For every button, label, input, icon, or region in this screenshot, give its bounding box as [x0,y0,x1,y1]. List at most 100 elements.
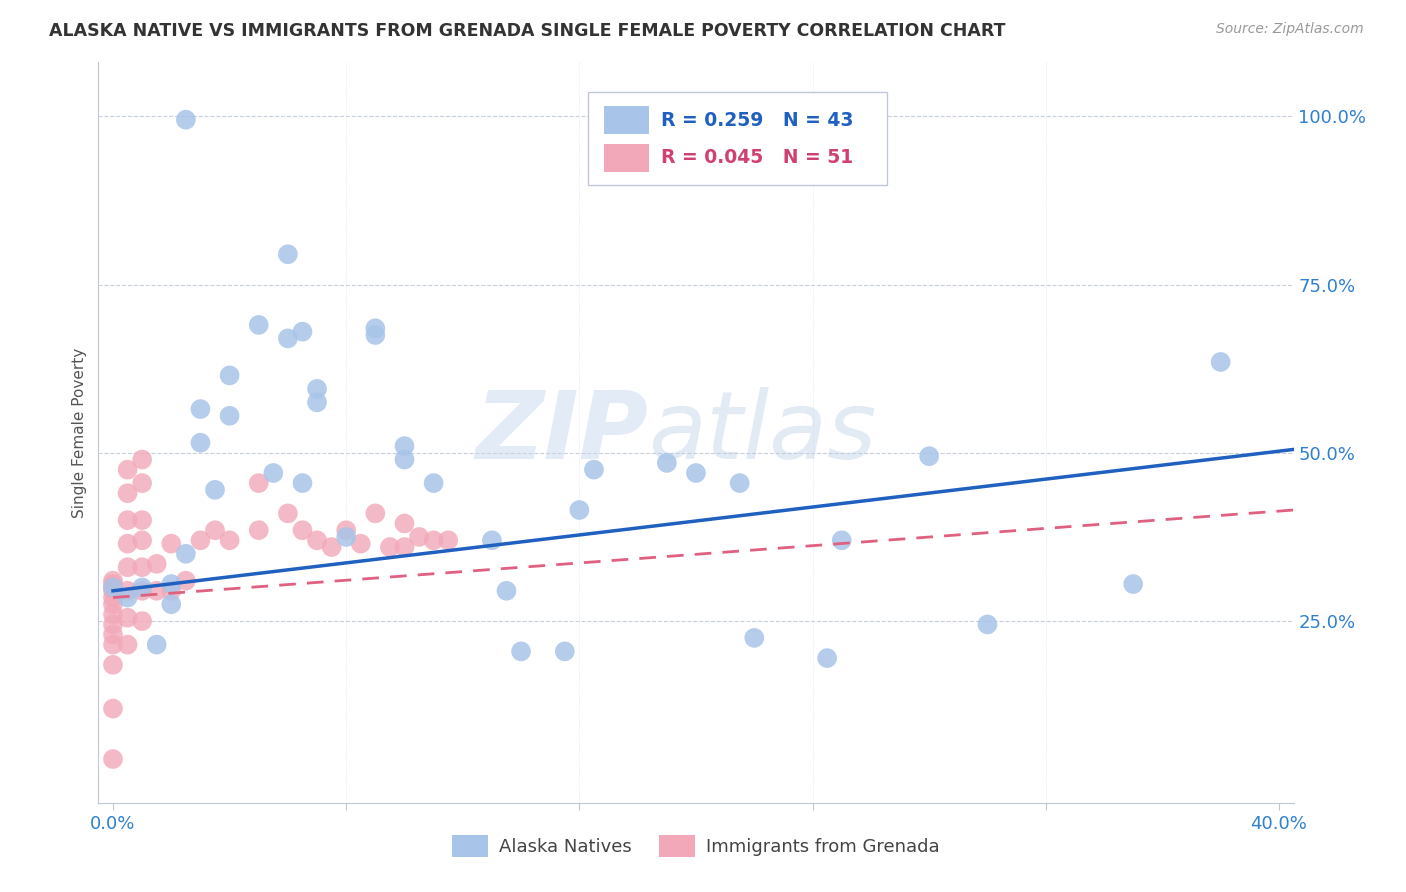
Point [742,631,765,645]
Point [174,574,197,588]
Point [437,533,460,548]
Point [364,321,387,335]
Point [174,547,197,561]
Point [101,752,124,766]
Text: ALASKA NATIVE VS IMMIGRANTS FROM GRENADA SINGLE FEMALE POVERTY CORRELATION CHART: ALASKA NATIVE VS IMMIGRANTS FROM GRENADA… [49,22,1005,40]
Text: Source: ZipAtlas.com: Source: ZipAtlas.com [1216,22,1364,37]
Point [350,536,373,550]
Point [131,476,153,491]
Point [101,591,124,605]
Point [131,452,153,467]
Y-axis label: Single Female Poverty: Single Female Poverty [72,348,87,517]
Point [568,503,591,517]
Point [481,533,503,548]
Point [174,112,197,127]
Point [101,657,124,672]
Point [117,611,139,625]
Point [277,247,299,261]
Point [335,523,357,537]
FancyBboxPatch shape [605,106,650,135]
Point [101,583,124,598]
Point [131,614,153,628]
Point [101,617,124,632]
Point [815,651,838,665]
Point [335,530,357,544]
Point [305,382,328,396]
Point [218,368,240,383]
Point [160,577,183,591]
Point [655,456,678,470]
Point [204,523,226,537]
Point [117,486,139,500]
Point [101,701,124,715]
Point [101,607,124,622]
Text: R = 0.045   N = 51: R = 0.045 N = 51 [661,148,853,168]
Point [247,318,270,332]
Point [305,395,328,409]
Point [976,617,998,632]
Point [1209,355,1232,369]
Point [145,557,167,571]
Point [131,581,153,595]
Point [378,540,401,554]
Point [831,533,853,548]
Point [918,449,941,463]
Point [131,583,153,598]
Point [131,560,153,574]
Point [160,597,183,611]
Point [117,583,139,598]
Point [394,439,416,453]
Point [145,583,167,598]
Point [1122,577,1144,591]
Point [321,540,343,554]
Point [117,638,139,652]
Point [117,513,139,527]
Point [101,627,124,641]
Point [190,533,212,548]
Point [305,533,328,548]
Point [160,536,183,550]
Point [117,536,139,550]
Text: R = 0.259   N = 43: R = 0.259 N = 43 [661,111,853,129]
Point [394,452,416,467]
Point [218,533,240,548]
Point [728,476,751,491]
Point [247,476,270,491]
Point [190,402,212,417]
Point [582,462,605,476]
Point [554,644,576,658]
Point [394,540,416,554]
Point [101,574,124,588]
Point [408,530,430,544]
Point [394,516,416,531]
Point [422,533,444,548]
Point [101,577,124,591]
Legend: Alaska Natives, Immigrants from Grenada: Alaska Natives, Immigrants from Grenada [446,828,946,864]
Point [277,331,299,345]
Point [160,583,183,598]
Point [117,591,139,605]
Point [495,583,517,598]
Point [101,581,124,595]
Point [117,462,139,476]
Point [247,523,270,537]
Point [291,523,314,537]
Point [117,560,139,574]
Point [101,597,124,611]
Point [218,409,240,423]
Point [204,483,226,497]
Point [190,435,212,450]
FancyBboxPatch shape [605,144,650,172]
Point [101,581,124,595]
Point [422,476,444,491]
Text: ZIP: ZIP [475,386,648,479]
Point [364,328,387,343]
Point [277,507,299,521]
Point [101,638,124,652]
Text: atlas: atlas [648,387,876,478]
Point [262,466,284,480]
Point [131,513,153,527]
Point [131,533,153,548]
Point [685,466,707,480]
Point [364,507,387,521]
